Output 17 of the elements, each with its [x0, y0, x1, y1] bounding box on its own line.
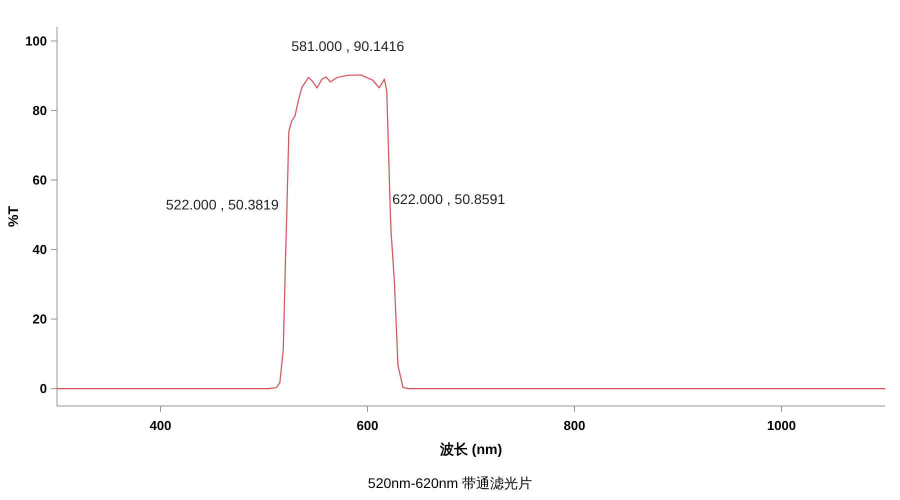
- x-tick-label: 600: [356, 418, 378, 433]
- line-series: [56, 74, 886, 390]
- x-tick-label: 400: [150, 418, 172, 433]
- y-axis-title: %T: [5, 206, 21, 227]
- x-axis-title: 波长 (nm): [438, 441, 502, 457]
- y-tick-label: 100: [25, 33, 47, 48]
- y-tick-label: 20: [32, 312, 47, 327]
- annotation: 581.000 , 90.1416: [291, 38, 404, 54]
- x-tick-label: 1000: [767, 418, 796, 433]
- text: 520nm-620nm 带通滤光片: [368, 475, 532, 491]
- y-tick-label: 0: [40, 381, 47, 396]
- annotation: 522.000 , 50.3819: [166, 196, 279, 212]
- y-tick-label: 80: [32, 103, 47, 118]
- y-tick-label: 40: [32, 242, 47, 258]
- annotation: 622.000 , 50.8591: [392, 190, 506, 207]
- y-tick-label: 60: [32, 172, 47, 188]
- x-tick-label: 800: [564, 418, 586, 433]
